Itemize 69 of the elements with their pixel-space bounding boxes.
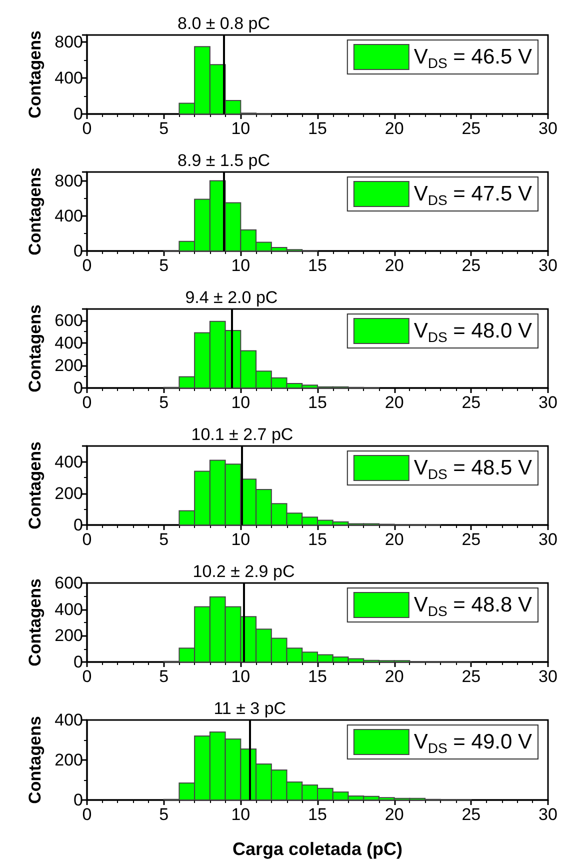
x-tick-label: 25 xyxy=(462,256,481,275)
y-tick-label: 0 xyxy=(74,516,83,534)
y-tick-label: 400 xyxy=(54,333,83,352)
y-tick-label: 800 xyxy=(54,32,83,52)
x-tick-label: 15 xyxy=(308,805,327,824)
y-tick-label: 400 xyxy=(54,206,83,226)
x-tick-label: 5 xyxy=(159,119,169,138)
x-tick-label: 15 xyxy=(308,119,327,138)
x-tick-label: 25 xyxy=(462,393,481,412)
y-axis-title: Contagens xyxy=(26,578,45,666)
x-tick-label: 10 xyxy=(231,805,250,824)
x-tick-label: 10 xyxy=(231,119,250,138)
x-tick-label: 5 xyxy=(159,805,169,824)
x-tick-label: 15 xyxy=(308,530,327,549)
y-tick-label: 400 xyxy=(54,452,83,472)
x-tick-label: 20 xyxy=(384,530,404,549)
x-tick-label: 15 xyxy=(308,667,327,686)
y-tick-label: 200 xyxy=(54,484,83,503)
x-tick-label: 15 xyxy=(308,393,327,412)
x-tick-label: 10 xyxy=(231,530,250,549)
y-axis-title: Contagens xyxy=(26,442,45,530)
x-tick-label: 30 xyxy=(538,530,558,549)
ref-line-label: 8.0 ± 0.8 pC xyxy=(178,14,270,33)
y-tick-label: 0 xyxy=(74,242,83,260)
ref-line-label: 8.9 ± 1.5 pC xyxy=(178,151,270,170)
x-tick-label: 30 xyxy=(538,119,558,138)
x-tick-label: 25 xyxy=(462,119,481,138)
x-tick-label: 25 xyxy=(462,667,481,686)
y-tick-label: 400 xyxy=(54,710,83,730)
y-tick-label: 600 xyxy=(54,310,83,330)
x-tick-label: 5 xyxy=(159,530,169,549)
y-axis-title: Contagens xyxy=(26,168,45,256)
y-tick-label: 800 xyxy=(54,171,83,190)
x-tick-label: 10 xyxy=(231,667,250,686)
x-tick-label: 20 xyxy=(384,256,404,275)
y-axis-title: Contagens xyxy=(26,304,45,392)
x-tick-label: 20 xyxy=(384,119,404,138)
x-tick-label: 30 xyxy=(538,667,558,686)
x-tick-label: 10 xyxy=(231,393,250,412)
y-tick-label: 200 xyxy=(54,750,83,770)
x-tick-label: 25 xyxy=(462,805,481,824)
x-tick-label: 20 xyxy=(384,393,404,412)
x-tick-label: 30 xyxy=(538,805,558,824)
x-tick-label: 20 xyxy=(384,667,404,686)
y-tick-label: 0 xyxy=(74,790,83,810)
y-tick-label: 0 xyxy=(74,104,83,124)
y-axis-title: Contagens xyxy=(26,30,45,118)
x-tick-label: 5 xyxy=(159,667,169,686)
ref-line-label: 10.1 ± 2.7 pC xyxy=(191,425,294,444)
x-tick-label: 15 xyxy=(308,256,327,275)
x-tick-label: 10 xyxy=(231,256,250,275)
y-tick-label: 0 xyxy=(74,652,83,672)
x-tick-label: 5 xyxy=(159,256,169,275)
ref-line-label: 11 ± 3 pC xyxy=(214,699,286,718)
ref-line-label: 9.4 ± 2.0 pC xyxy=(185,288,278,307)
y-tick-label: 400 xyxy=(54,600,83,619)
y-tick-label: 600 xyxy=(54,574,83,592)
y-axis-title: Contagens xyxy=(26,716,45,804)
x-tick-label: 5 xyxy=(159,393,169,412)
ref-line-label: 10.2 ± 2.9 pC xyxy=(192,562,295,581)
y-tick-label: 200 xyxy=(54,356,83,375)
x-tick-label: 30 xyxy=(538,256,558,275)
y-tick-label: 0 xyxy=(74,378,83,398)
x-axis-title: Carga coletada (pC) xyxy=(232,839,403,859)
y-tick-label: 400 xyxy=(54,68,83,88)
x-tick-label: 30 xyxy=(538,393,558,412)
y-tick-label: 200 xyxy=(54,626,83,646)
x-tick-label: 20 xyxy=(384,805,404,824)
x-tick-label: 25 xyxy=(462,530,481,549)
